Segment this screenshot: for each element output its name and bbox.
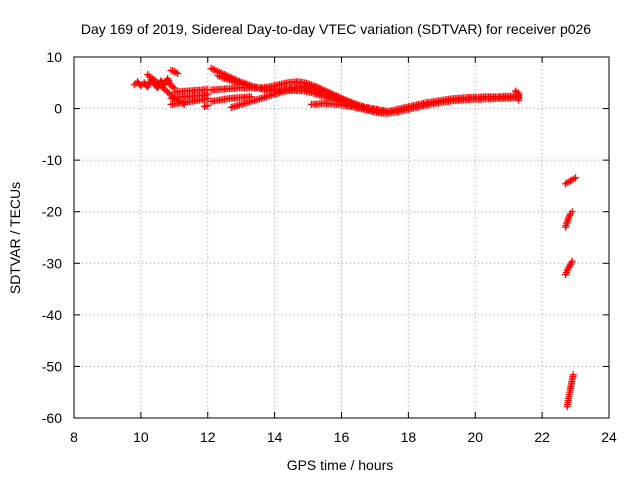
series-arc-o: [562, 174, 580, 188]
data-marks: [130, 64, 580, 411]
data-point: [331, 92, 339, 100]
y-tick-label: 10: [46, 49, 62, 65]
data-point: [570, 175, 578, 183]
data-point: [165, 90, 173, 98]
x-tick-label: 8: [70, 429, 78, 445]
data-point: [212, 67, 220, 75]
data-point: [144, 71, 152, 78]
data-point: [564, 265, 572, 273]
x-tick-label: 18: [401, 429, 417, 445]
x-axis-label: GPS time / hours: [287, 457, 394, 473]
data-point: [207, 64, 215, 72]
data-point: [572, 174, 580, 182]
y-tick-label: 0: [54, 101, 62, 117]
data-point: [568, 208, 576, 216]
series-arc-n: [511, 87, 523, 104]
data-point: [152, 77, 160, 85]
y-tick-label: -50: [42, 358, 62, 374]
data-point: [210, 66, 218, 74]
grid-lines: [74, 57, 609, 418]
data-point: [229, 77, 237, 85]
data-point: [169, 83, 177, 91]
y-tick-label: -40: [42, 307, 62, 323]
x-tick-label: 10: [133, 429, 149, 445]
y-axis-label: SDTVAR / TECUs: [7, 182, 23, 294]
y-tick-label: -60: [42, 410, 62, 426]
data-point: [216, 72, 223, 80]
x-tick-label: 22: [534, 429, 550, 445]
data-point: [333, 93, 340, 100]
data-point: [334, 93, 342, 101]
x-tick-label: 12: [200, 429, 216, 445]
data-point: [324, 89, 332, 97]
data-point: [155, 80, 163, 88]
data-point: [338, 95, 345, 103]
x-tick-label: 14: [267, 429, 283, 445]
data-point: [221, 74, 228, 82]
data-point: [224, 75, 232, 83]
data-point: [567, 259, 575, 267]
data-point: [328, 90, 335, 98]
data-point: [209, 65, 217, 73]
data-point: [329, 91, 337, 99]
x-tick-labels: 8 10 12 14 16 18 20 22 24: [70, 429, 617, 445]
data-point: [568, 257, 576, 265]
data-point: [174, 70, 182, 77]
data-point: [569, 371, 577, 379]
data-point: [326, 89, 334, 97]
series-arc-e: [167, 94, 212, 108]
y-tick-label: -20: [42, 204, 62, 220]
data-point: [172, 69, 180, 76]
data-point: [565, 213, 573, 221]
series-arc-m: [307, 94, 523, 117]
y-tick-labels: 10 0 -10 -20 -30 -40 -50 -60: [42, 49, 62, 426]
series-arc-l: [227, 82, 389, 115]
data-point: [567, 260, 574, 268]
series-arc-g: [200, 102, 212, 110]
data-point: [317, 86, 325, 94]
data-point: [257, 94, 265, 102]
data-point: [150, 76, 158, 84]
y-tick-label: -30: [42, 255, 62, 271]
data-point: [154, 79, 162, 87]
x-tick-label: 24: [601, 429, 617, 445]
data-point: [159, 83, 167, 91]
data-point: [566, 211, 574, 219]
x-tick-label: 20: [467, 429, 483, 445]
axis-ticks: [73, 56, 610, 419]
data-point: [204, 94, 212, 102]
series-arc-q: [562, 257, 576, 279]
data-point: [323, 88, 330, 96]
data-point: [164, 88, 172, 96]
data-point: [336, 94, 344, 102]
data-point: [566, 262, 574, 270]
chart-title: Day 169 of 2019, Sidereal Day-to-day VTE…: [81, 21, 591, 37]
data-point: [565, 263, 573, 271]
series-arc-r: [563, 371, 577, 411]
data-point: [321, 87, 329, 95]
y-tick-label: -10: [42, 152, 62, 168]
data-point: [563, 267, 571, 274]
data-point: [157, 82, 165, 90]
x-tick-label: 16: [334, 429, 350, 445]
data-point: [564, 215, 572, 223]
data-point: [162, 87, 170, 94]
data-point: [563, 220, 571, 228]
series-arc-p: [562, 208, 576, 231]
data-point: [204, 102, 212, 109]
data-point: [515, 96, 523, 104]
data-point: [160, 85, 168, 93]
series-arc-c: [167, 66, 182, 77]
